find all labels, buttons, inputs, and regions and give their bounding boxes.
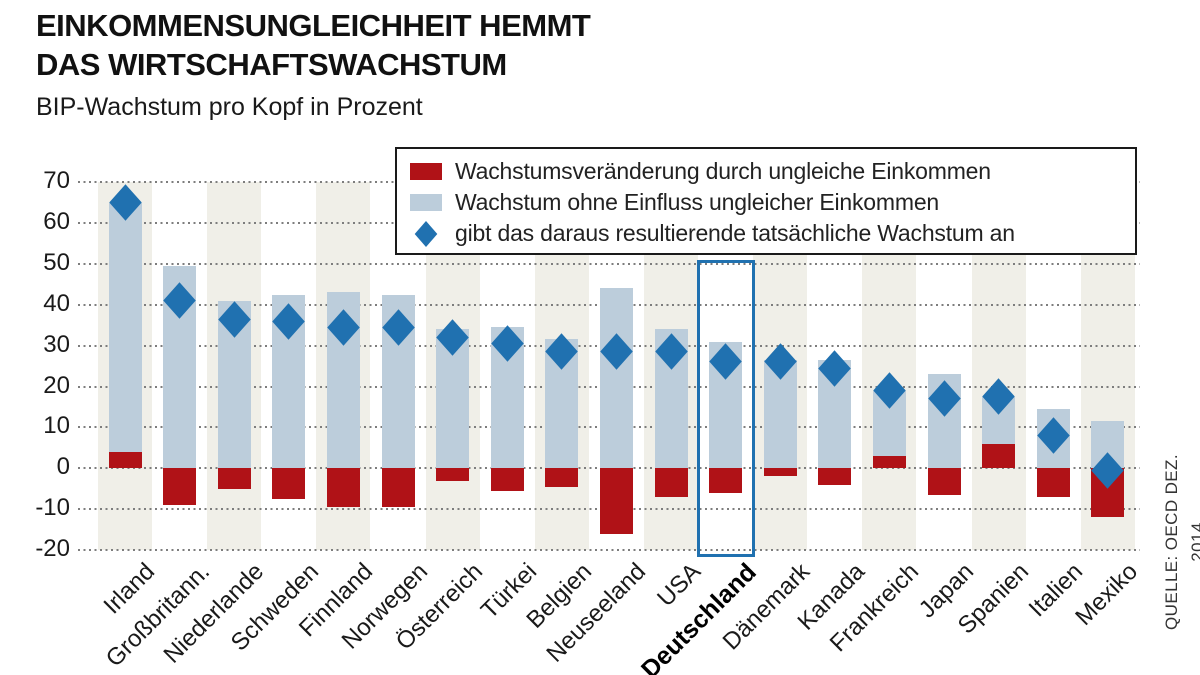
source-credit: QUELLE: OECD DEZ. 2014 [1162, 454, 1200, 630]
inequality-effect-bar [436, 468, 470, 481]
y-axis-tick-label: 10 [43, 412, 70, 440]
chart-subtitle: BIP-Wachstum pro Kopf in Prozent [36, 93, 423, 121]
inequality-effect-bar [763, 468, 797, 477]
gridline-50 [78, 262, 1140, 265]
growth-without-inequality-bar [599, 288, 633, 469]
inequality-effect-bar [490, 468, 524, 491]
inequality-effect-bar [217, 468, 251, 489]
inequality-effect-bar [272, 468, 306, 499]
y-axis-tick-label: 40 [43, 289, 70, 317]
diamond-icon [414, 220, 438, 247]
y-axis-tick-label: 30 [43, 330, 70, 358]
legend-item-growth-without-inequality: Wachstum ohne Einfluss ungleicher Einkom… [409, 187, 1135, 218]
legend-swatch-slot [409, 220, 443, 247]
title-line-1: EINKOMMENSUNGLEICHHEIT HEMMT [36, 8, 591, 43]
inequality-effect-bar [982, 443, 1016, 469]
growth-without-inequality-bar [108, 202, 142, 452]
y-axis-tick-label: 50 [43, 248, 70, 276]
inequality-effect-bar [599, 468, 633, 534]
y-axis-tick-label: 20 [43, 371, 70, 399]
inequality-effect-bar [326, 468, 360, 508]
legend-label: Wachstumsveränderung durch ungleiche Ein… [455, 158, 991, 184]
legend-item-inequality-effect: Wachstumsveränderung durch ungleiche Ein… [409, 156, 1135, 187]
y-axis-tick-label: 70 [43, 167, 70, 195]
legend-item-actual-growth: gibt das daraus resultierende tatsächlic… [409, 218, 1135, 249]
inequality-effect-bar [108, 451, 142, 469]
lightblue-square-icon [410, 194, 442, 211]
inequality-effect-bar [545, 468, 579, 487]
legend-label: Wachstum ohne Einfluss ungleicher Einkom… [455, 189, 940, 215]
legend-swatch-slot [409, 163, 443, 180]
inequality-effect-bar [163, 468, 197, 506]
y-axis-tick-label: -20 [35, 535, 70, 563]
inequality-effect-bar [709, 468, 743, 493]
chart-title: EINKOMMENSUNGLEICHHEIT HEMMT DAS WIRTSCH… [36, 6, 591, 84]
inequality-effect-bar [381, 468, 415, 508]
y-axis-tick-label: 0 [56, 453, 70, 481]
inequality-effect-bar [927, 468, 961, 495]
y-axis-tick-label: -10 [35, 494, 70, 522]
y-axis-tick-label: 60 [43, 207, 70, 235]
inequality-effect-bar [1036, 468, 1070, 497]
legend-box: Wachstumsveränderung durch ungleiche Ein… [395, 147, 1137, 255]
title-line-2: DAS WIRTSCHAFTSWACHSTUM [36, 47, 507, 82]
red-square-icon [410, 163, 442, 180]
legend-label: gibt das daraus resultierende tatsächlic… [455, 220, 1015, 246]
gridline--20 [78, 549, 1140, 552]
inequality-effect-bar [872, 456, 906, 469]
inequality-effect-bar [818, 468, 852, 485]
highlight-box-deutschland [696, 260, 755, 557]
legend-swatch-slot [409, 194, 443, 211]
inequality-effect-bar [654, 468, 688, 497]
